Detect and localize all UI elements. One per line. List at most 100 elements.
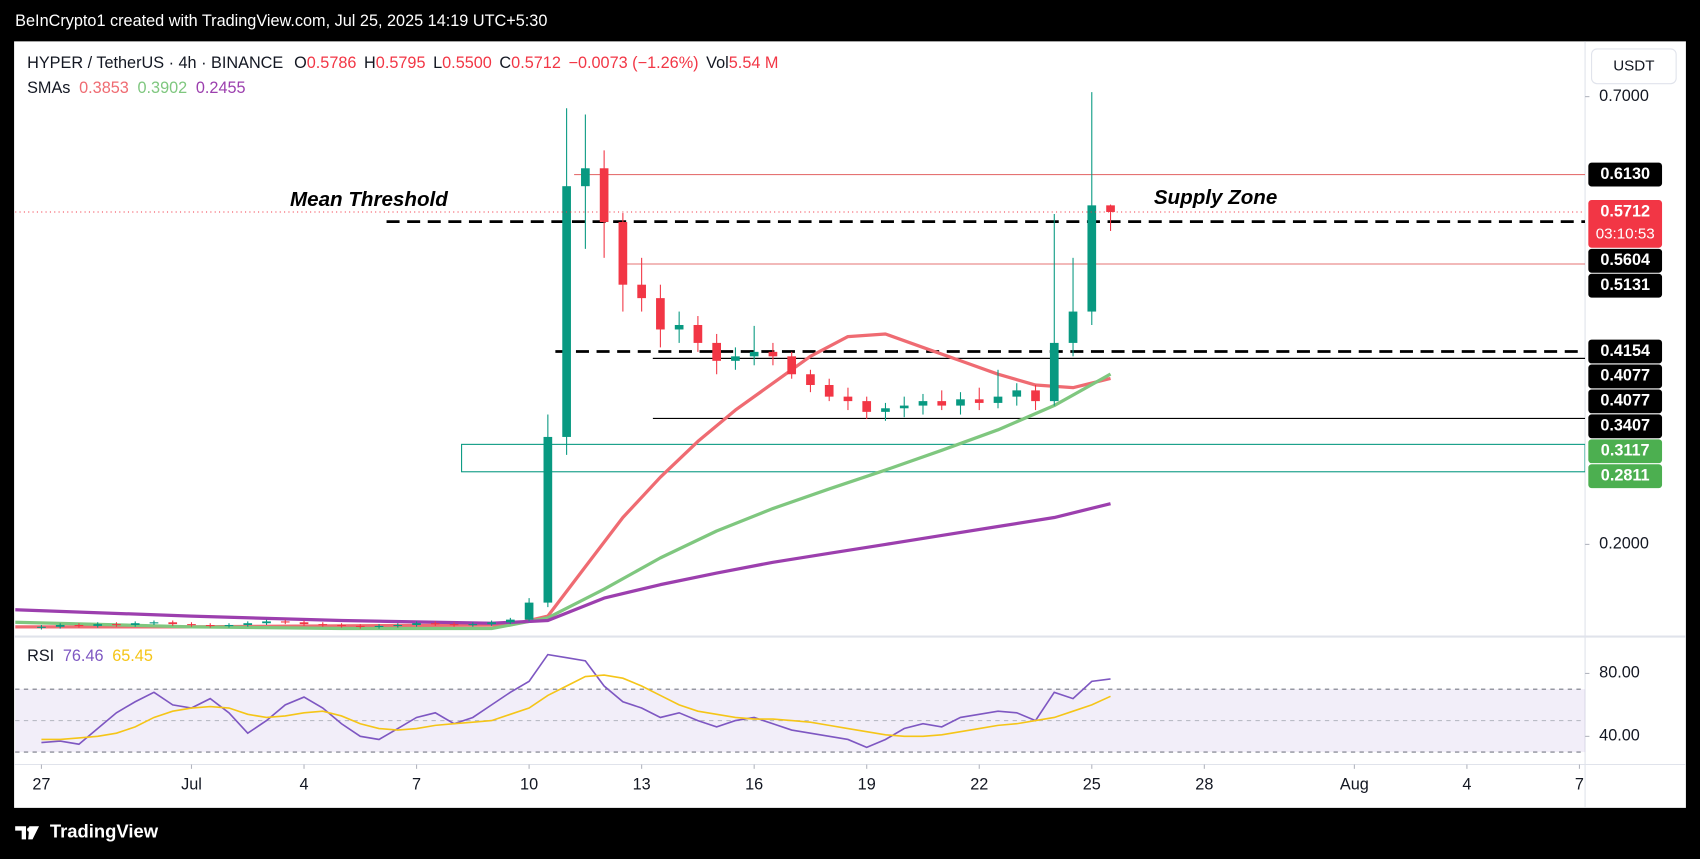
header-text: BeInCrypto1 created with TradingView.com…	[15, 12, 547, 30]
footer-logo	[15, 826, 40, 840]
price-label: 0.5604	[1600, 251, 1650, 269]
x-tick-label: 7	[1575, 775, 1584, 793]
candle-body	[337, 624, 346, 627]
candle-body	[224, 624, 234, 627]
candle-body	[824, 384, 834, 397]
candle-body	[74, 624, 84, 627]
candle-body	[768, 351, 778, 357]
currency-label: USDT	[1613, 57, 1654, 74]
price-label: 0.5712	[1600, 202, 1650, 220]
sma-legend-value: 0.2455	[196, 79, 246, 97]
x-tick-label: 27	[32, 775, 50, 793]
candle-body	[1106, 205, 1115, 212]
price-label: 0.5131	[1600, 276, 1650, 294]
x-tick-label: 4	[300, 775, 309, 793]
candle-body	[918, 401, 928, 406]
candle-body	[524, 602, 534, 620]
candle-body	[318, 624, 328, 626]
x-tick-label: 16	[745, 775, 763, 793]
ohlc-value: 0.5500	[442, 54, 492, 72]
candle-body	[581, 168, 590, 187]
sma-line	[15, 502, 1111, 625]
candle-body	[749, 351, 759, 357]
annotation: Supply Zone	[1154, 186, 1277, 209]
price-label: 0.4077	[1600, 392, 1650, 410]
candle-body	[806, 374, 815, 385]
candle-body	[693, 324, 703, 343]
countdown-label: 03:10:53	[1596, 226, 1655, 243]
candle-body	[599, 168, 609, 223]
candle-body	[993, 396, 1003, 403]
candle-body	[412, 623, 421, 625]
candle-body	[37, 626, 46, 628]
x-tick-label: 28	[1195, 775, 1213, 793]
candle-body	[1049, 342, 1059, 402]
candle-body	[430, 623, 440, 625]
x-tick-label: 13	[633, 775, 651, 793]
price-label: 0.3117	[1601, 442, 1650, 460]
price-label-bg	[1588, 414, 1663, 439]
candle-body	[862, 401, 872, 412]
candle-body	[937, 401, 947, 406]
candle-body	[55, 624, 65, 627]
candle-body	[393, 624, 403, 627]
candle-body	[974, 399, 984, 403]
rsi-tick-label: 40.00	[1599, 727, 1640, 745]
candle-body	[543, 436, 553, 603]
price-label-bg	[1588, 162, 1663, 187]
rsi-line	[41, 653, 1111, 749]
candle-body	[468, 624, 478, 626]
x-tick-label: 25	[1083, 775, 1101, 793]
footer-brand: TradingView	[50, 821, 159, 842]
price-label-bg	[1588, 248, 1663, 273]
price-label-bg	[1588, 339, 1663, 364]
x-tick-label: 22	[970, 775, 988, 793]
price-label-bg	[1588, 389, 1663, 414]
price-label-bg	[1588, 364, 1663, 389]
rsi-legend-title: RSI	[27, 647, 54, 665]
candle-body	[168, 622, 178, 625]
candle-body	[656, 298, 665, 330]
logo-mark	[15, 826, 40, 840]
candle-body	[1012, 390, 1022, 397]
x-tick-label: Jul	[181, 775, 202, 793]
candle-body	[899, 405, 909, 409]
price-label: 0.4077	[1600, 367, 1650, 385]
candle-body	[1031, 390, 1040, 402]
candle-body	[506, 619, 515, 623]
symbol-legend: HYPER / TetherUS · 4h · BINANCE O0.5786 H0…	[27, 54, 778, 72]
rsi-tick-label: 80.00	[1599, 664, 1640, 682]
candle-body	[205, 624, 215, 627]
price-label: 0.4154	[1600, 342, 1650, 360]
sma-legend-value: 0.3853	[79, 79, 129, 97]
sma-line	[15, 372, 1112, 631]
currency-box	[1591, 48, 1677, 85]
candle-body	[562, 186, 571, 437]
candle-body	[1068, 311, 1078, 343]
candle-body	[374, 625, 384, 627]
price-label: 0.6130	[1600, 165, 1650, 183]
volume-prefix: Vol	[706, 54, 729, 72]
rsi-line	[41, 674, 1111, 741]
candle-body	[731, 356, 740, 361]
candle-body	[187, 624, 196, 626]
candle-body	[637, 284, 646, 299]
candle-body	[674, 324, 684, 330]
candle-body	[355, 625, 365, 627]
y-tick-label: 0.2000	[1599, 535, 1649, 553]
x-tick-label: 4	[1462, 775, 1471, 793]
candle-body	[881, 408, 890, 412]
candle-body	[843, 396, 853, 402]
symbol: HYPER / TetherUS · 4h · BINANCE	[27, 54, 283, 72]
sma-legend: SMAs 0.3853 0.3902 0.2455	[27, 79, 245, 97]
candle-body	[93, 624, 103, 626]
ohlc-value: 0.5786	[307, 54, 357, 72]
candle-body	[243, 623, 253, 625]
candle-body	[1087, 205, 1097, 312]
candle-body	[712, 342, 721, 361]
price-label: 0.2811	[1601, 466, 1650, 484]
ohlc-value: 0.5712	[511, 54, 561, 72]
ohlc-prefix: C	[499, 54, 511, 72]
candle-body	[262, 621, 271, 624]
